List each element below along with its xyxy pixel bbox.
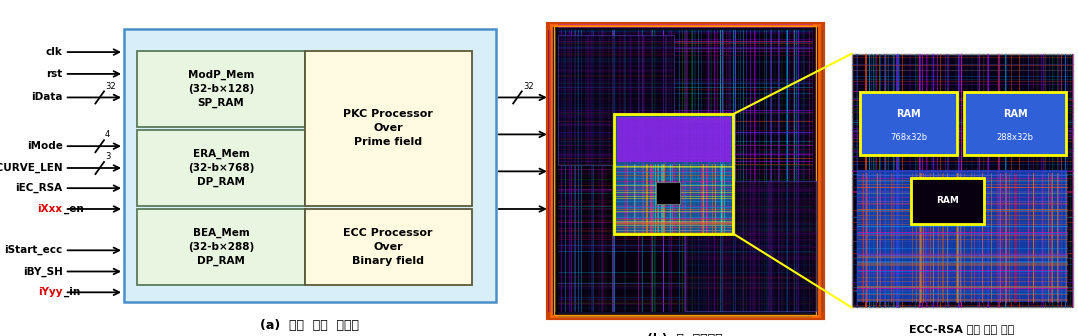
Text: oEnd_ecc: oEnd_ecc: [555, 129, 609, 139]
Text: ECC-RSA 통합 코어 부분: ECC-RSA 통합 코어 부분: [910, 324, 1014, 334]
Text: RAM: RAM: [1003, 109, 1027, 119]
Text: ERA_Mem
(32-b×768)
DP_RAM: ERA_Mem (32-b×768) DP_RAM: [188, 149, 254, 187]
Text: 3: 3: [106, 152, 110, 161]
Text: BEA_Mem
(32-b×288)
DP_RAM: BEA_Mem (32-b×288) DP_RAM: [188, 228, 254, 266]
Text: oData_en: oData_en: [555, 166, 610, 176]
Text: iEC_RSA: iEC_RSA: [15, 183, 63, 193]
Bar: [965, 92, 1066, 155]
Bar: [138, 209, 304, 285]
Text: RAM: RAM: [937, 197, 959, 205]
Text: (b)  칩  레이아웃: (b) 칩 레이아웃: [647, 333, 723, 336]
Bar: [558, 35, 674, 165]
Text: oData_out: oData_out: [555, 92, 616, 102]
Bar: [304, 209, 472, 285]
Bar: [860, 92, 957, 155]
Text: iMode: iMode: [27, 141, 63, 151]
Bar: [655, 182, 679, 204]
Bar: [548, 24, 823, 318]
Text: 288x32b: 288x32b: [997, 133, 1034, 142]
Text: ECC Processor
Over
Binary field: ECC Processor Over Binary field: [343, 228, 433, 266]
Bar: [554, 26, 816, 315]
Bar: [551, 25, 819, 316]
Bar: [911, 178, 984, 224]
Bar: [852, 54, 1073, 307]
Bar: [614, 114, 733, 234]
Bar: [857, 170, 1067, 302]
Text: 32: 32: [523, 82, 534, 91]
Text: (a)  칩의  내부  구성도: (a) 칩의 내부 구성도: [261, 320, 359, 332]
Bar: [614, 114, 733, 234]
Text: iCURVE_LEN: iCURVE_LEN: [0, 163, 63, 173]
Text: oFin_en: oFin_en: [555, 204, 600, 214]
Text: iXxx: iXxx: [38, 204, 63, 214]
Bar: [548, 24, 823, 318]
Bar: [138, 130, 304, 206]
Text: 32: 32: [106, 82, 115, 91]
Text: ModP_Mem
(32-b×128)
SP_RAM: ModP_Mem (32-b×128) SP_RAM: [188, 70, 254, 108]
Bar: [138, 51, 304, 127]
Bar: [617, 117, 731, 162]
Text: clk: clk: [45, 47, 63, 57]
Bar: [304, 51, 472, 206]
Text: RAM: RAM: [897, 109, 922, 119]
Text: rst: rst: [46, 69, 63, 79]
Bar: [686, 181, 817, 311]
Text: iYyy: iYyy: [38, 287, 63, 297]
Text: iStart_ecc: iStart_ecc: [4, 245, 63, 255]
Text: iData: iData: [31, 92, 63, 102]
Text: iBY_SH: iBY_SH: [23, 266, 63, 277]
Text: _en: _en: [64, 204, 83, 214]
Text: _in: _in: [64, 287, 80, 297]
Text: 768x32b: 768x32b: [890, 133, 927, 142]
Text: 4: 4: [106, 130, 110, 139]
Text: PKC Processor
Over
Prime field: PKC Processor Over Prime field: [343, 109, 433, 148]
Bar: [124, 29, 496, 302]
